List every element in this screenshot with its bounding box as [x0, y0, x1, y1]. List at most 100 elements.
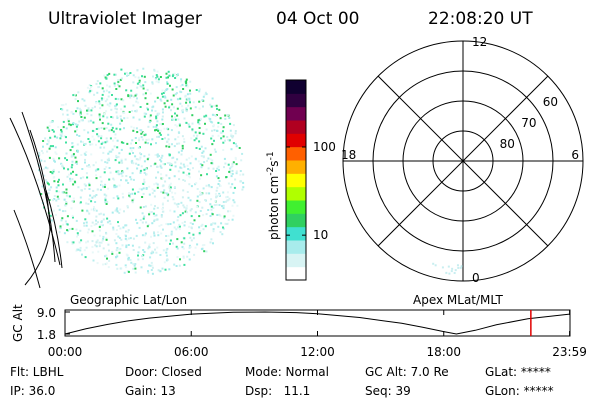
- pixel: [182, 108, 185, 111]
- pixel: [176, 256, 179, 259]
- pixel: [189, 80, 192, 83]
- pixel: [216, 167, 219, 170]
- pixel: [46, 181, 49, 184]
- pixel: [113, 73, 116, 76]
- pixel: [121, 170, 124, 173]
- pixel: [160, 190, 163, 193]
- pixel: [171, 157, 174, 160]
- pixel: [231, 162, 234, 165]
- pixel: [451, 267, 454, 270]
- pixel: [84, 158, 86, 161]
- pixel: [213, 148, 216, 151]
- pixel: [238, 147, 241, 149]
- limb-line: [21, 111, 56, 263]
- colorbar-label: photon cm-2s-1: [266, 151, 281, 240]
- pixel: [119, 115, 122, 118]
- pixel: [200, 145, 203, 148]
- pixel: [56, 195, 59, 198]
- pixel: [64, 210, 67, 213]
- pixel: [165, 235, 168, 237]
- pixel: [209, 215, 212, 217]
- pixel: [76, 143, 79, 146]
- pixel: [61, 132, 64, 135]
- pixel: [102, 263, 104, 266]
- pixel: [221, 205, 223, 208]
- pixel: [114, 159, 117, 162]
- pixel: [177, 215, 180, 218]
- pixel: [234, 132, 237, 135]
- pixel: [203, 93, 206, 96]
- pixel: [80, 116, 83, 118]
- pixel: [228, 139, 231, 142]
- pixel: [88, 188, 91, 190]
- pixel: [95, 161, 97, 164]
- pixel: [138, 118, 141, 121]
- pixel: [93, 206, 95, 208]
- pixel: [167, 138, 170, 141]
- pixel: [156, 114, 159, 117]
- pixel: [105, 238, 108, 241]
- pixel: [151, 250, 154, 253]
- pixel: [69, 180, 72, 182]
- pixel: [76, 107, 79, 110]
- pixel: [219, 185, 222, 187]
- pixel: [239, 170, 242, 172]
- pixel: [99, 188, 102, 191]
- pixel: [199, 190, 202, 193]
- pixel: [223, 166, 225, 169]
- pixel: [227, 163, 230, 166]
- pixel: [432, 262, 435, 265]
- pixel: [63, 167, 65, 170]
- pixel: [198, 88, 201, 91]
- pixel: [58, 157, 61, 160]
- pixel: [46, 182, 49, 185]
- pixel: [215, 170, 218, 172]
- pixel: [91, 196, 94, 199]
- pixel: [235, 163, 238, 166]
- pixel: [212, 228, 215, 231]
- color-step: [286, 146, 306, 161]
- pixel: [198, 131, 201, 133]
- pixel: [147, 271, 150, 274]
- pixel: [202, 150, 205, 153]
- pixel: [188, 125, 191, 128]
- pixel: [95, 222, 98, 225]
- pixel: [196, 199, 199, 202]
- pixel: [38, 164, 41, 167]
- pixel: [119, 78, 122, 81]
- pixel: [210, 208, 213, 211]
- pixel: [119, 208, 122, 211]
- pixel: [96, 239, 99, 242]
- pixel: [79, 111, 82, 114]
- pixel: [59, 133, 62, 136]
- pixel: [166, 99, 169, 102]
- pixel: [85, 224, 88, 227]
- pixel: [100, 220, 103, 223]
- pixel: [194, 106, 197, 109]
- pixel: [112, 226, 115, 229]
- pixel: [124, 72, 126, 75]
- pixel: [83, 99, 86, 102]
- pixel: [184, 95, 187, 98]
- pixel: [209, 241, 212, 244]
- pixel: [43, 174, 46, 177]
- pixel: [187, 196, 190, 199]
- pixel: [241, 188, 244, 191]
- pixel: [216, 214, 219, 216]
- pixel: [134, 271, 137, 274]
- pixel: [65, 202, 68, 205]
- pixel: [183, 117, 186, 120]
- pixel: [86, 209, 89, 212]
- pixel: [116, 146, 119, 149]
- pixel: [132, 237, 135, 240]
- pixel: [129, 72, 132, 74]
- pixel: [185, 208, 188, 211]
- pixel: [177, 136, 180, 138]
- pixel: [55, 186, 58, 189]
- pixel: [441, 266, 444, 269]
- pixel: [226, 136, 229, 138]
- pixel: [216, 129, 218, 132]
- pixel: [111, 211, 114, 214]
- pixel: [156, 206, 159, 209]
- pixel: [189, 236, 192, 239]
